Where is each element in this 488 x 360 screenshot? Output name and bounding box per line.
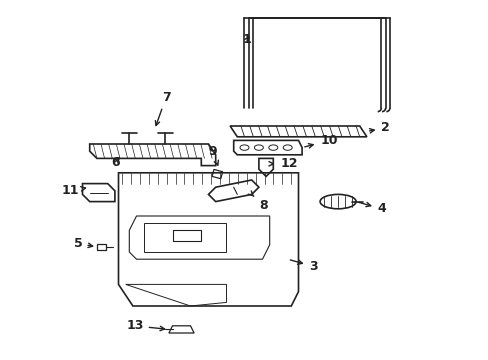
Text: 7: 7 bbox=[155, 91, 170, 126]
Text: 1: 1 bbox=[242, 33, 251, 46]
Text: 13: 13 bbox=[126, 319, 164, 332]
Text: 2: 2 bbox=[369, 121, 389, 134]
Text: 6: 6 bbox=[111, 156, 120, 168]
Bar bbox=[212, 170, 222, 179]
Bar bbox=[97, 244, 106, 250]
Text: 3: 3 bbox=[290, 260, 317, 273]
Text: 9: 9 bbox=[208, 145, 218, 165]
Text: 4: 4 bbox=[358, 202, 386, 215]
Text: 12: 12 bbox=[268, 157, 297, 170]
Text: 5: 5 bbox=[74, 237, 92, 250]
Text: 11: 11 bbox=[61, 184, 85, 197]
Text: 10: 10 bbox=[304, 134, 337, 148]
Text: 8: 8 bbox=[248, 191, 267, 212]
